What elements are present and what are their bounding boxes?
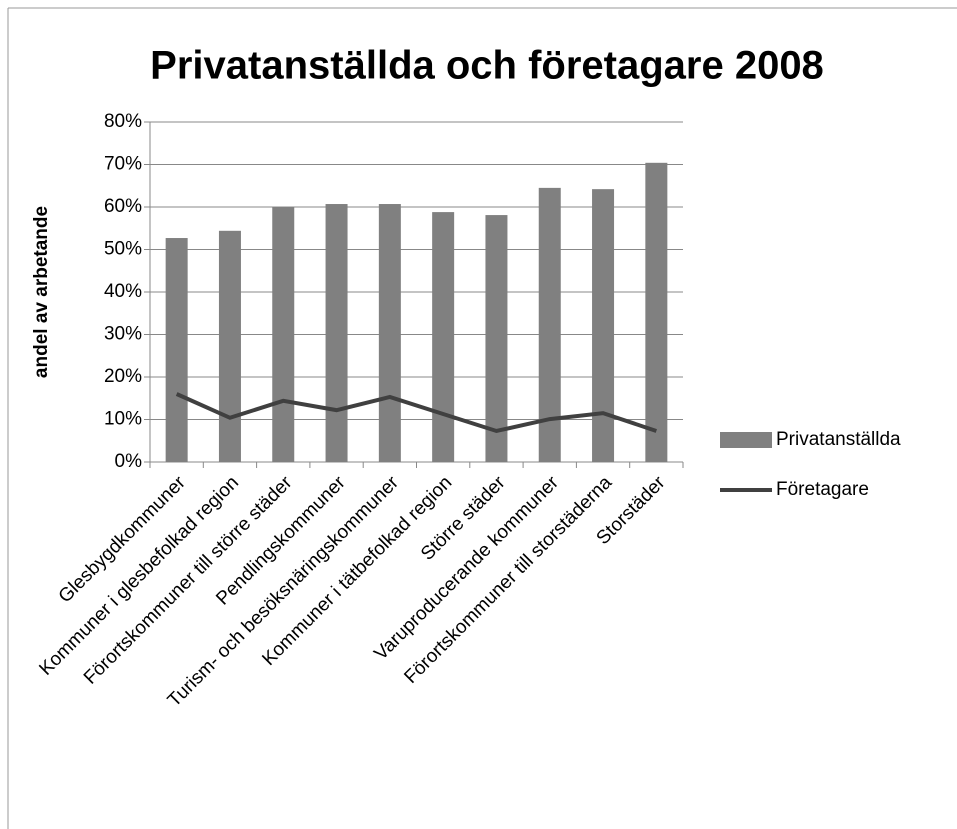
bar [272, 207, 295, 462]
y-axis-label: andel av arbetande [31, 206, 52, 378]
y-tick-label: 70% [104, 154, 142, 175]
y-tick-label: 0% [115, 451, 143, 472]
legend-label: Företagare [776, 479, 869, 500]
bar [645, 162, 668, 463]
legend-label: Privatanställda [776, 429, 901, 450]
y-tick-label: 30% [104, 324, 142, 345]
chart-title: Privatanställda och företagare 2008 [150, 44, 824, 88]
bar [218, 230, 241, 462]
bar [592, 189, 615, 462]
y-tick-label: 40% [104, 281, 142, 302]
bar [378, 204, 401, 462]
bar [325, 204, 348, 462]
y-tick-label: 80% [104, 111, 142, 132]
bar [165, 238, 188, 462]
y-tick-label: 20% [104, 366, 142, 387]
y-tick-label: 10% [104, 409, 142, 430]
y-tick-label: 60% [104, 196, 142, 217]
bar [485, 215, 508, 462]
y-tick-label: 50% [104, 239, 142, 260]
line [175, 392, 657, 434]
bar [538, 187, 561, 462]
bar [432, 212, 455, 462]
legend-swatch [720, 432, 772, 448]
